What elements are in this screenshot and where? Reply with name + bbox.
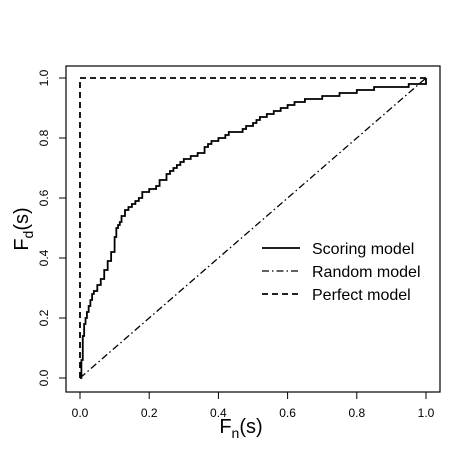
y-axis-title-sub: d <box>20 231 36 239</box>
x-tick-label: 0.0 <box>72 406 89 420</box>
series-line-perfect-model <box>79 77 426 378</box>
y-tick-label: 0.4 <box>37 249 51 266</box>
x-axis: 0.0 0.2 0.4 0.6 0.8 1.0 <box>72 391 435 420</box>
legend-label-perfect: Perfect model <box>312 287 411 304</box>
y-axis-title-rest: (s) <box>11 207 33 230</box>
legend: Scoring model Random model Perfect model <box>262 241 421 304</box>
x-tick-label: 0.2 <box>141 406 158 420</box>
y-tick-label: 0.2 <box>37 309 51 326</box>
series-line-scoring-model <box>80 78 427 379</box>
x-axis-title-sub: n <box>232 425 240 441</box>
y-axis-title: Fd(s) <box>11 207 36 250</box>
y-tick-label: 0.6 <box>37 189 51 206</box>
x-axis-title-main: F <box>219 416 231 438</box>
x-tick-label: 1.0 <box>418 406 435 420</box>
x-axis-title: Fn(s) <box>219 416 262 441</box>
legend-label-random: Random model <box>312 264 421 281</box>
x-tick-label: 0.4 <box>210 406 227 420</box>
y-tick-label: 1.0 <box>37 69 51 86</box>
y-axis: 0.0 0.2 0.4 0.6 0.8 1.0 <box>37 69 67 386</box>
y-axis-title-main: F <box>11 238 33 250</box>
series-layer <box>79 77 427 379</box>
x-tick-label: 0.6 <box>279 406 296 420</box>
legend-label-scoring: Scoring model <box>312 241 414 258</box>
x-tick-label: 0.8 <box>348 406 365 420</box>
x-axis-title-rest: (s) <box>239 416 262 438</box>
y-tick-label: 0.8 <box>37 129 51 146</box>
series-line-random-model <box>79 77 427 379</box>
y-tick-label: 0.0 <box>37 369 51 386</box>
